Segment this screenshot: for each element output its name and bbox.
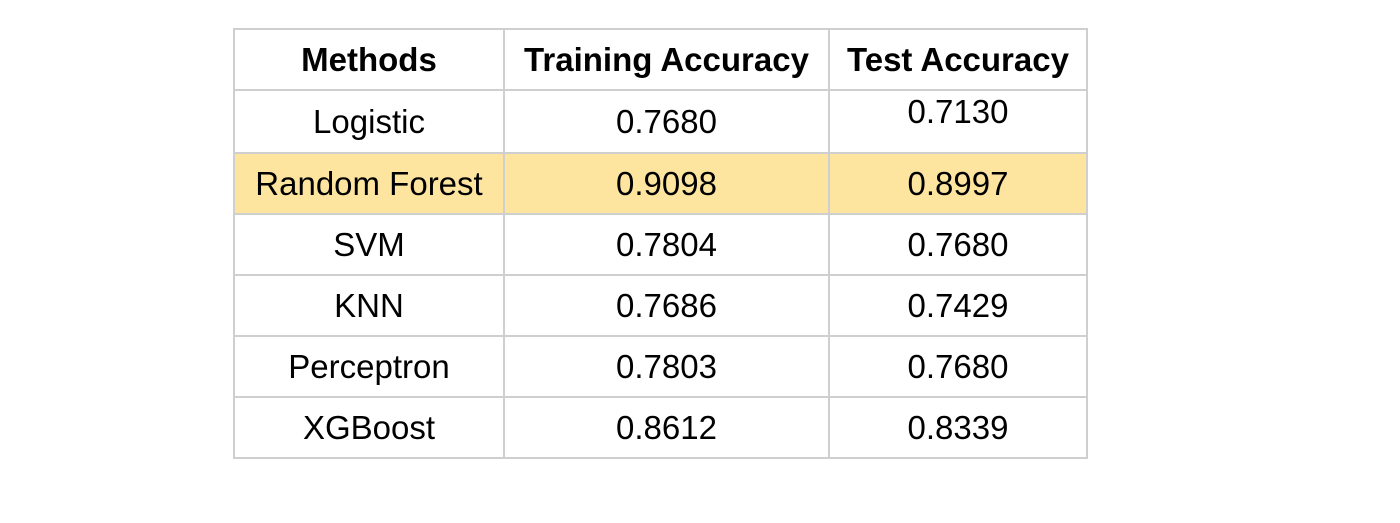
accuracy-table: Methods Training Accuracy Test Accuracy … xyxy=(233,28,1088,459)
test-accuracy-cell: 0.8997 xyxy=(828,152,1088,215)
training-accuracy-cell: 0.7803 xyxy=(503,335,830,398)
table-header: Methods Training Accuracy Test Accuracy xyxy=(233,28,1088,91)
method-cell: Perceptron xyxy=(233,335,505,398)
method-cell: Random Forest xyxy=(233,152,505,215)
training-accuracy-cell: 0.7804 xyxy=(503,213,830,276)
method-cell: XGBoost xyxy=(233,396,505,459)
test-accuracy-cell: 0.7680 xyxy=(828,213,1088,276)
header-row: Methods Training Accuracy Test Accuracy xyxy=(233,28,1088,91)
test-accuracy-cell: 0.7680 xyxy=(828,335,1088,398)
header-test-accuracy: Test Accuracy xyxy=(828,28,1088,91)
header-methods: Methods xyxy=(233,28,505,91)
test-accuracy-cell: 0.7429 xyxy=(828,274,1088,337)
table-row: XGBoost 0.8612 0.8339 xyxy=(233,396,1088,459)
method-cell: SVM xyxy=(233,213,505,276)
table-row: SVM 0.7804 0.7680 xyxy=(233,213,1088,276)
training-accuracy-cell: 0.9098 xyxy=(503,152,830,215)
table-row: KNN 0.7686 0.7429 xyxy=(233,274,1088,337)
training-accuracy-cell: 0.7686 xyxy=(503,274,830,337)
method-cell: KNN xyxy=(233,274,505,337)
table-row: Perceptron 0.7803 0.7680 xyxy=(233,335,1088,398)
results-table-container: Methods Training Accuracy Test Accuracy … xyxy=(233,28,1088,459)
table-body: Logistic 0.7680 0.7130 Random Forest 0.9… xyxy=(233,89,1088,459)
header-training-accuracy: Training Accuracy xyxy=(503,28,830,91)
training-accuracy-cell: 0.7680 xyxy=(503,89,830,154)
test-accuracy-cell: 0.8339 xyxy=(828,396,1088,459)
table-row: Logistic 0.7680 0.7130 xyxy=(233,89,1088,154)
table-row-highlighted: Random Forest 0.9098 0.8997 xyxy=(233,152,1088,215)
training-accuracy-cell: 0.8612 xyxy=(503,396,830,459)
test-accuracy-cell: 0.7130 xyxy=(828,89,1088,154)
method-cell: Logistic xyxy=(233,89,505,154)
